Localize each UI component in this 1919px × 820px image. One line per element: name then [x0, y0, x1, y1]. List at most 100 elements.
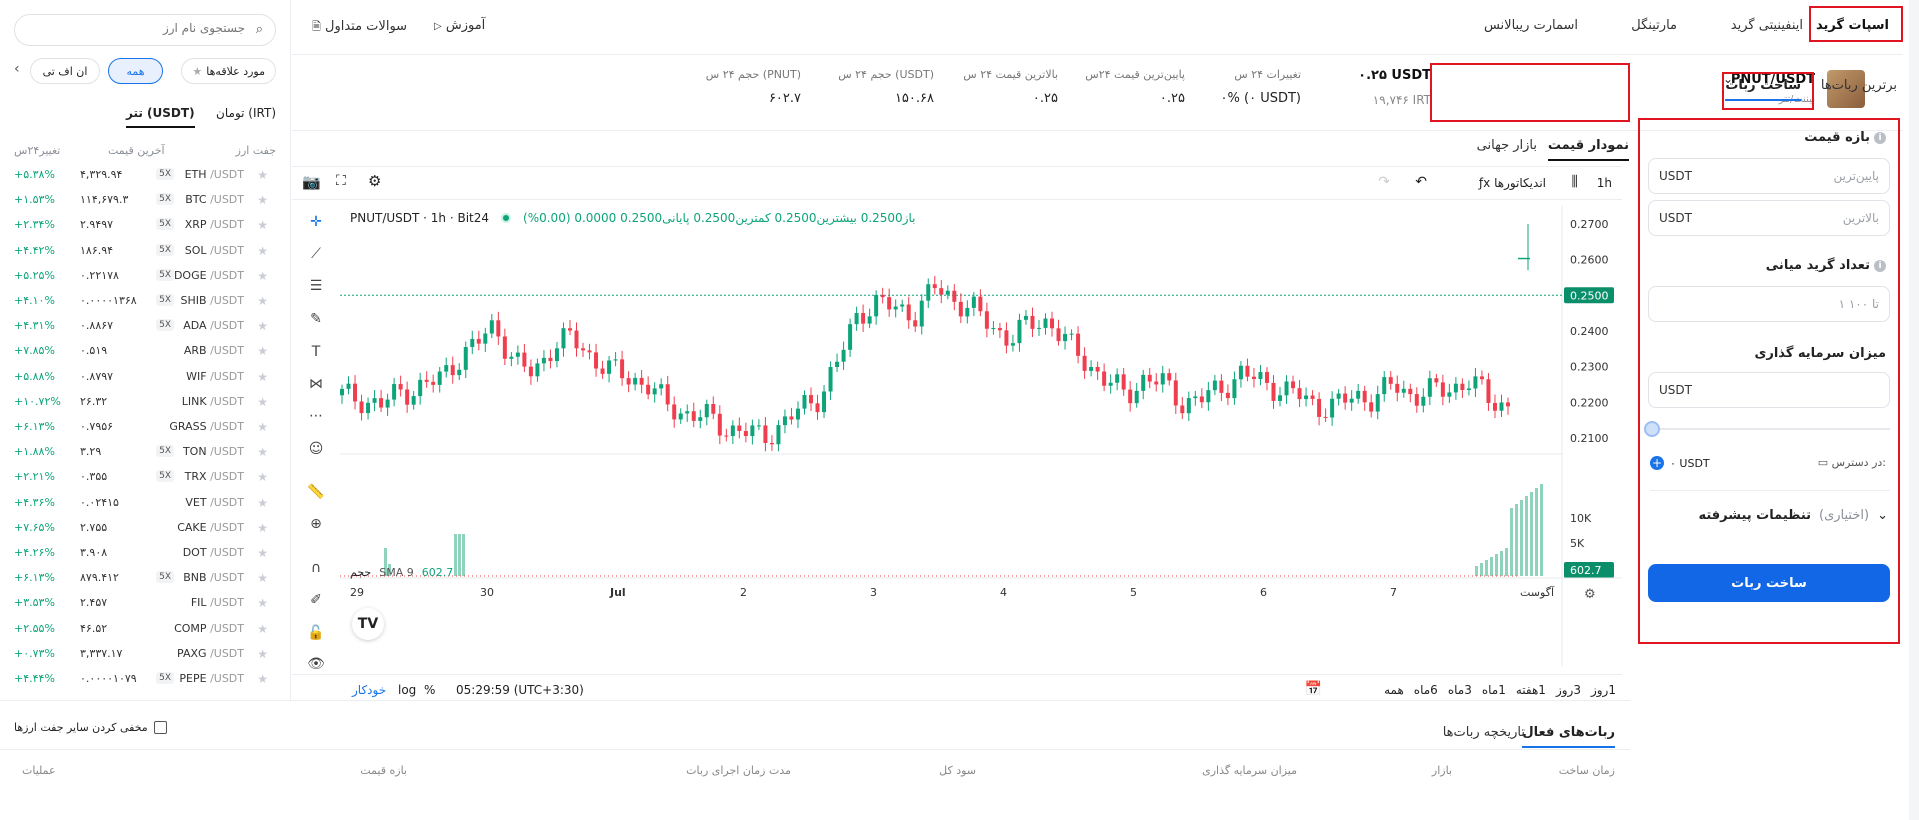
hide-other-pairs[interactable]: مخفی کردن سایر جفت ارزها — [14, 721, 167, 734]
market-row[interactable]: +۶.۱۳% ۰.۷۹۵۶ GRASS /USDT ★ — [0, 420, 280, 445]
prediction-icon[interactable]: ⋯ — [309, 408, 323, 424]
market-row[interactable]: +۲.۳۴% ۲.۹۴۹۷ 5X XRP /USDT ★ — [0, 218, 280, 243]
market-row[interactable]: +۴.۱۰% ۰.۰۰۰۰۱۳۶۸ 5X SHIB /USDT ★ — [0, 294, 280, 319]
advanced-settings-toggle[interactable]: تنظیمات پیشرفته (اختیاری) ⌄ — [1698, 508, 1888, 523]
candle-type-icon[interactable]: ⫼ — [1571, 174, 1578, 190]
market-row[interactable]: +۴.۲۶% ۳.۹۰۸ DOT /USDT ★ — [0, 546, 280, 571]
range-button[interactable]: 3روز — [1555, 683, 1581, 697]
tutorial-link[interactable]: ▷ آموزش — [434, 18, 485, 33]
favorite-star-icon[interactable]: ★ — [257, 319, 268, 334]
chevron-down-icon[interactable]: ⌄ — [1722, 72, 1733, 86]
market-row[interactable]: +۰.۷۳% ۳,۳۳۷.۱۷ PAXG /USDT ★ — [0, 647, 280, 672]
tab-price-chart[interactable]: نمودار قیمت — [1547, 138, 1629, 161]
search-input[interactable] — [45, 21, 245, 35]
percent-toggle[interactable]: % — [424, 683, 436, 697]
text-tool-icon[interactable]: T — [311, 344, 321, 360]
favorite-star-icon[interactable]: ★ — [257, 470, 268, 485]
lock-drawings-icon[interactable]: ✐ — [310, 592, 322, 608]
favorite-star-icon[interactable]: ★ — [257, 646, 268, 661]
market-row[interactable]: +۱.۵۳% ۱۱۴,۶۷۹.۳ 5X BTC /USDT ★ — [0, 193, 280, 218]
faq-link[interactable]: 🗎 سوالات متداول — [312, 18, 407, 37]
fib-lines-icon[interactable]: ☰ — [309, 278, 323, 294]
page-scrollbar[interactable] — [1909, 0, 1919, 820]
brush-icon[interactable]: ✎ — [310, 311, 322, 327]
market-row[interactable]: +۴.۳۶% ۰.۰۲۴۱۵ VET /USDT ★ — [0, 496, 280, 521]
range-button[interactable]: 1هفته — [1515, 683, 1546, 697]
market-row[interactable]: +۳.۵۳% ۲.۴۵۷ FIL /USDT ★ — [0, 596, 280, 621]
filter-all[interactable]: همه — [108, 58, 163, 84]
tab-top-bots[interactable]: برترین ربات‌ها — [1820, 78, 1897, 93]
slider-handle[interactable] — [1644, 421, 1660, 437]
investment-field[interactable]: USDT — [1648, 372, 1890, 408]
tab-infinity-grid[interactable]: اینفینیتی گرید — [1730, 18, 1803, 33]
tab-smart-rebalance[interactable]: اسمارت ریبالانس — [1483, 18, 1578, 33]
market-row[interactable]: +۴.۴۲% ۱۸۶.۹۴ 5X SOL /USDT ★ — [0, 243, 280, 269]
favorite-star-icon[interactable]: ★ — [257, 344, 268, 359]
highest-price-field[interactable]: USDT بالاترین — [1648, 200, 1890, 236]
market-row[interactable]: +۵.۸۸% ۰.۸۷۹۷ WIF /USDT ★ — [0, 370, 280, 395]
indicators-button[interactable]: ƒx اندیکاتورها — [1479, 176, 1546, 190]
favorite-star-icon[interactable]: ★ — [257, 168, 268, 182]
range-button[interactable]: همه — [1384, 683, 1404, 697]
search-box[interactable]: ⌕ — [14, 14, 276, 46]
favorite-star-icon[interactable]: ★ — [257, 596, 268, 611]
zoom-in-icon[interactable]: ⊕ — [310, 516, 322, 532]
eye-icon[interactable]: 👁 — [307, 656, 325, 672]
favorite-star-icon[interactable]: ★ — [257, 445, 268, 460]
lock-icon[interactable]: 🔓 — [307, 625, 325, 641]
favorite-star-icon[interactable]: ★ — [257, 193, 268, 208]
favorite-star-icon[interactable]: ★ — [257, 243, 268, 258]
ruler-icon[interactable]: 📏 — [307, 484, 325, 500]
favorite-star-icon[interactable]: ★ — [257, 369, 268, 384]
favorite-star-icon[interactable]: ★ — [257, 672, 268, 686]
favorite-star-icon[interactable]: ★ — [257, 218, 268, 233]
market-row[interactable]: +۷.۸۵% ۰.۵۱۹ ARB /USDT ★ — [0, 344, 280, 369]
quote-tab-irt[interactable]: تومان (IRT) — [216, 106, 276, 120]
favorite-star-icon[interactable]: ★ — [257, 294, 268, 308]
market-row[interactable]: +۱۰.۷۲% ۲۶.۳۲ LINK /USDT ★ — [0, 395, 280, 420]
hide-others-checkbox[interactable] — [153, 721, 167, 734]
range-button[interactable]: 3ماه — [1447, 683, 1472, 697]
pattern-icon[interactable]: ⋈ — [309, 376, 323, 392]
favorite-star-icon[interactable]: ★ — [257, 546, 268, 560]
market-row[interactable]: +۶.۱۳% ۸۷۹.۴۱۲ 5X BNB /USDT ★ — [0, 571, 280, 596]
quote-tab-usdt[interactable]: تتر (USDT) — [126, 106, 195, 128]
favorite-star-icon[interactable]: ★ — [257, 621, 268, 636]
add-funds-icon[interactable]: + — [1650, 456, 1664, 470]
range-button[interactable]: 6ماه — [1413, 683, 1438, 697]
chevron-left-icon[interactable]: ‹ — [14, 61, 20, 77]
tab-spot-grid[interactable]: اسپات گرید — [1815, 18, 1889, 33]
tab-martingale[interactable]: مارتینگل — [1631, 18, 1677, 33]
range-button[interactable]: 1ماه — [1481, 683, 1506, 697]
favorite-star-icon[interactable]: ★ — [257, 520, 268, 535]
log-toggle[interactable]: log — [398, 683, 417, 697]
market-row[interactable]: +۷.۶۵% ۲.۷۵۵ CAKE /USDT ★ — [0, 521, 280, 546]
market-row[interactable]: +۲.۲۱% ۰.۳۵۵ 5X TRX /USDT ★ — [0, 470, 280, 495]
market-row[interactable]: +۵.۲۵% ۰.۲۲۱۷۸ 5X DOGE /USDT ★ — [0, 268, 280, 294]
market-row[interactable]: +۵.۳۸% ۴,۳۲۹.۹۴ 5X ETH /USDT ★ — [0, 168, 280, 193]
price-chart-canvas[interactable]: 0.2700 0.2600 0.2500 0.2400 0.2300 0.2200 0.21… — [340, 206, 1622, 666]
market-row[interactable]: +۴.۳۱% ۰.۸۸۶۷ 5X ADA /USDT ★ — [0, 319, 280, 344]
favorite-star-icon[interactable]: ★ — [257, 495, 268, 510]
emoji-icon[interactable]: ☺ — [308, 441, 324, 457]
filter-favorites[interactable]: ★ مورد علاقه‌ها — [181, 58, 276, 84]
favorite-star-icon[interactable]: ★ — [257, 420, 268, 434]
range-button[interactable]: 1روز — [1590, 683, 1616, 697]
interval-button[interactable]: 1h — [1596, 176, 1612, 190]
camera-icon[interactable]: 📷 — [302, 173, 321, 191]
auto-toggle[interactable]: خودکار — [352, 683, 387, 697]
tab-create-bot[interactable]: ساخت ربات — [1725, 78, 1801, 101]
tab-bot-history[interactable]: تاریخچه ربات‌ها — [1442, 725, 1525, 740]
date-range-icon[interactable]: 📅 — [1304, 681, 1322, 697]
favorite-star-icon[interactable]: ★ — [257, 268, 268, 283]
redo-icon[interactable]: ↷ — [1378, 174, 1390, 190]
market-row[interactable]: +۴.۴۴% ۰.۰۰۰۰۱۰۷۹ 5X PEPE /USDT ★ — [0, 672, 280, 697]
lowest-price-field[interactable]: USDT پایین‌ترین — [1648, 158, 1890, 194]
favorite-star-icon[interactable]: ★ — [257, 571, 268, 586]
grid-count-field[interactable]: ۱ تا ۱۰۰ — [1648, 286, 1890, 322]
undo-icon[interactable]: ↶ — [1415, 174, 1427, 190]
investment-slider[interactable] — [1644, 421, 1890, 437]
tab-global-market[interactable]: بازار جهانی — [1476, 138, 1537, 153]
settings-icon[interactable]: ⚙ — [368, 172, 382, 190]
crosshair-icon[interactable]: ✛ — [310, 214, 322, 230]
